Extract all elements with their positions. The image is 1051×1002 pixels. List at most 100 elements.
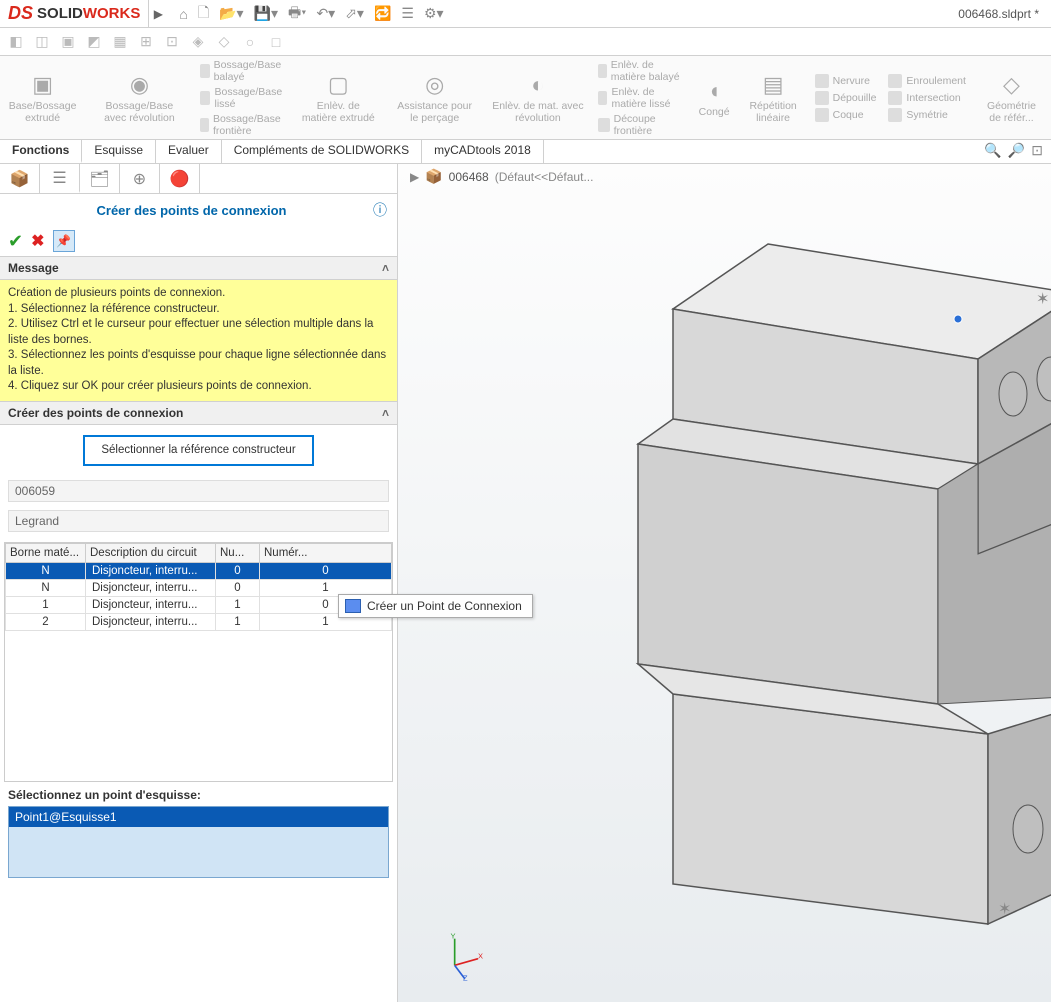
table-row[interactable]: 1Disjoncteur, interru...10: [6, 596, 392, 613]
sketch-point-item[interactable]: Point1@Esquisse1: [9, 807, 388, 827]
ribbon-linear-pattern[interactable]: ▤Répétition linéaire: [738, 56, 809, 139]
part-icon: 📦: [425, 168, 442, 185]
terminals-table[interactable]: Borne maté... Description du circuit Nu.…: [4, 542, 393, 782]
qb-icon[interactable]: ◧: [6, 32, 26, 52]
home-icon[interactable]: ⌂: [179, 6, 187, 22]
tooltip: Créer un Point de Connexion: [338, 594, 533, 618]
tab-config-mgr[interactable]: 🗂: [80, 164, 120, 193]
message-section-head[interactable]: Message ˄: [0, 256, 397, 280]
property-manager: 📦 ☰ 🗂 ⊕ 🔴 Créer des points de connexion …: [0, 164, 398, 1002]
rebuild-icon[interactable]: 🔁: [374, 5, 391, 22]
command-tabs: Fonctions Esquisse Evaluer Compléments d…: [0, 140, 1051, 164]
cancel-button[interactable]: ✖: [31, 231, 44, 251]
qb-icon[interactable]: ◩: [84, 32, 104, 52]
tab-appearance[interactable]: 🔴: [160, 164, 200, 193]
tab-mycadtools[interactable]: myCADtools 2018: [422, 140, 544, 163]
options-list-icon[interactable]: ☰: [401, 5, 414, 22]
title-quick-tools: ⌂ 🗋 📂▾ 💾▾ 🖶▾ ↶▾ ⬀▾ 🔁 ☰ ⚙▾: [167, 2, 455, 26]
message-label: Message: [8, 261, 59, 275]
qb-icon[interactable]: ⊞: [136, 32, 156, 52]
tab-feature-tree[interactable]: 📦: [0, 164, 40, 193]
new-icon[interactable]: 🗋: [198, 2, 209, 26]
ribbon-boss-list[interactable]: Bossage/Base balayé Bossage/Base lissé B…: [194, 56, 292, 139]
breadcrumb-config: (Défaut<<Défaut...: [495, 170, 594, 184]
qb-icon[interactable]: □: [266, 32, 286, 52]
ribbon-fillet[interactable]: ◖Congé: [691, 56, 738, 139]
ref-manufacturer-field: Legrand: [8, 510, 389, 532]
panel-title: Créer des points de connexion: [10, 203, 373, 218]
undo-icon[interactable]: ↶▾: [316, 5, 335, 22]
col-description[interactable]: Description du circuit: [86, 543, 216, 562]
breadcrumb-part[interactable]: 006468: [449, 170, 489, 184]
chevron-up-icon[interactable]: ˄: [382, 261, 389, 275]
title-bar: DS SOLIDWORKS ▶ ⌂ 🗋 📂▾ 💾▾ 🖶▾ ↶▾ ⬀▾ 🔁 ☰ ⚙…: [0, 0, 1051, 28]
quick-toolbar: ◧ ◫ ▣ ◩ ▦ ⊞ ⊡ ◈ ◇ ○ □: [0, 28, 1051, 56]
save-icon[interactable]: 💾▾: [254, 5, 278, 22]
model-svg: ✶ ✶: [558, 224, 1051, 944]
tab-esquisse[interactable]: Esquisse: [82, 140, 156, 163]
sketch-point-label: Sélectionnez un point d'esquisse:: [0, 782, 397, 806]
qb-icon[interactable]: ▦: [110, 32, 130, 52]
tab-evaluer[interactable]: Evaluer: [156, 140, 222, 163]
svg-text:Y: Y: [451, 932, 456, 941]
tab-dimxpert[interactable]: ⊕: [120, 164, 160, 193]
app-logo: DS SOLIDWORKS: [0, 0, 149, 27]
svg-text:✶: ✶: [1036, 291, 1049, 308]
table-row[interactable]: NDisjoncteur, interru...01: [6, 579, 392, 596]
qb-icon[interactable]: ○: [240, 32, 260, 52]
ribbon-cut-list[interactable]: Enlèv. de matière balayé Enlèv. de matiè…: [592, 56, 691, 139]
expand-menu-icon[interactable]: ▶: [149, 7, 167, 21]
ok-cancel-row: ✔ ✖ 📌: [0, 226, 397, 256]
table-row[interactable]: NDisjoncteur, interru...00: [6, 562, 392, 579]
create-points-section-head[interactable]: Créer des points de connexion ˄: [0, 401, 397, 425]
ribbon-revolve[interactable]: ◉Bossage/Base avec révolution: [85, 56, 193, 139]
help-icon[interactable]: ⓘ: [373, 200, 387, 220]
ribbon-extrude[interactable]: ▣Base/Bossage extrudé: [0, 56, 85, 139]
pin-button[interactable]: 📌: [53, 230, 75, 252]
tab-fonctions[interactable]: Fonctions: [0, 140, 82, 163]
section-label: Créer des points de connexion: [8, 406, 183, 420]
qb-icon[interactable]: ◈: [188, 32, 208, 52]
ribbon-feat-list-a[interactable]: Nervure Dépouille Coque: [809, 56, 883, 139]
ribbon-cut-revolve[interactable]: ◐Enlèv. de mat. avec révolution: [484, 56, 592, 139]
zoom-area-icon[interactable]: 🔎: [1008, 142, 1025, 161]
select-reference-button[interactable]: Sélectionner la référence constructeur: [83, 435, 313, 466]
tab-property-mgr[interactable]: ☰: [40, 164, 80, 193]
col-borne[interactable]: Borne maté...: [6, 543, 86, 562]
qb-icon[interactable]: ◇: [214, 32, 234, 52]
logo-solid: SOLID: [37, 5, 83, 22]
breadcrumb-arrow-icon[interactable]: ▶: [410, 170, 419, 184]
svg-text:✶: ✶: [998, 901, 1011, 918]
side-tabs: 📦 ☰ 🗂 ⊕ 🔴: [0, 164, 397, 194]
3d-viewport[interactable]: ▶ 📦 006468 (Défaut<<Défaut... Créer un P…: [398, 164, 1051, 1002]
ribbon: ▣Base/Bossage extrudé ◉Bossage/Base avec…: [0, 56, 1051, 140]
svg-text:X: X: [478, 952, 483, 961]
select-icon[interactable]: ⬀▾: [345, 5, 364, 22]
viewport-breadcrumb[interactable]: ▶ 📦 006468 (Défaut<<Défaut...: [410, 168, 593, 185]
print-icon[interactable]: 🖶▾: [288, 2, 306, 26]
ok-button[interactable]: ✔: [8, 231, 23, 252]
axis-triad: Y X Z: [438, 932, 488, 982]
qb-icon[interactable]: ⊡: [162, 32, 182, 52]
chevron-up-icon[interactable]: ˄: [382, 406, 389, 420]
ribbon-cut-extrude[interactable]: ▢Enlèv. de matière extrudé: [291, 56, 385, 139]
message-box: Création de plusieurs points de connexio…: [0, 280, 397, 401]
col-num2[interactable]: Numér...: [260, 543, 392, 562]
document-name: 006468.sldprt *: [958, 7, 1051, 21]
qb-icon[interactable]: ◫: [32, 32, 52, 52]
ribbon-ref-geom[interactable]: ◇Géométrie de référ...: [972, 56, 1051, 139]
logo-works: WORKS: [83, 5, 141, 22]
view-cube-icon[interactable]: ⊡: [1031, 142, 1043, 161]
qb-icon[interactable]: ▣: [58, 32, 78, 52]
ribbon-feat-list-b[interactable]: Enroulement Intersection Symétrie: [882, 56, 972, 139]
zoom-fit-icon[interactable]: 🔍: [984, 142, 1001, 161]
settings-icon[interactable]: ⚙▾: [424, 5, 444, 22]
sketch-point-listbox[interactable]: Point1@Esquisse1: [8, 806, 389, 878]
open-icon[interactable]: 📂▾: [219, 5, 243, 22]
ribbon-hole-wizard[interactable]: ◎Assistance pour le perçage: [385, 56, 484, 139]
col-num1[interactable]: Nu...: [216, 543, 260, 562]
tab-complements[interactable]: Compléments de SOLIDWORKS: [222, 140, 422, 163]
ref-code-field: 006059: [8, 480, 389, 502]
table-row[interactable]: 2Disjoncteur, interru...11: [6, 613, 392, 630]
svg-text:Z: Z: [463, 973, 468, 982]
